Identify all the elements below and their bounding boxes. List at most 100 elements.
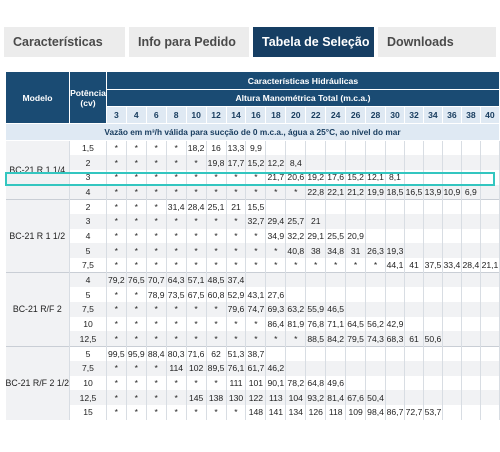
flow-cell: 21,7 [265, 169, 287, 185]
flow-cell: 31,4 [166, 198, 187, 214]
flow-cell [385, 360, 405, 376]
power-cell: 3 [69, 213, 107, 229]
flow-cell: 145 [186, 390, 207, 405]
flow-cell: * [146, 155, 167, 170]
flow-cell: 148 [245, 404, 267, 420]
flow-cell [345, 213, 367, 229]
flow-cell: 38,7 [245, 345, 267, 361]
flow-cell [480, 243, 500, 258]
flow-cell: 118 [325, 404, 347, 420]
flow-cell: 21 [305, 213, 327, 229]
flow-cell [345, 140, 367, 156]
flow-cell: 90,1 [265, 375, 287, 391]
flow-cell [385, 140, 405, 156]
flow-cell: 18,5 [385, 184, 405, 200]
tab-tabela-selecao[interactable]: Tabela de Seleção [253, 27, 374, 57]
flow-cell [404, 198, 424, 214]
flow-cell: * [166, 213, 187, 229]
flow-cell: * [126, 243, 147, 258]
flow-cell [325, 155, 347, 170]
flow-cell: 81,4 [325, 390, 347, 405]
flow-cell [442, 228, 462, 244]
flow-cell: * [126, 155, 147, 170]
flow-cell [461, 345, 481, 361]
flow-cell: * [206, 375, 227, 391]
flow-cell: * [126, 198, 147, 214]
flow-cell [480, 302, 500, 317]
flow-cell: 12,2 [265, 155, 287, 170]
flow-cell: * [186, 169, 207, 185]
table-row: 7,5 * * * * * * 79,6 74,7 69,3 63,2 55,9 46,5 [6, 302, 500, 317]
power-cell: 5 [69, 287, 107, 303]
power-cell: 2 [69, 198, 107, 214]
flow-cell [385, 375, 405, 391]
flow-cell [404, 287, 424, 303]
flow-cell: * [146, 302, 167, 317]
flow-cell: 50,6 [423, 331, 443, 347]
flow-cell [480, 140, 500, 156]
table-row: 10 * * * * * * 111 101 90,1 78,2 64,8 49,6 [6, 375, 500, 391]
flow-cell [480, 213, 500, 229]
flow-cell: * [106, 184, 127, 200]
flow-cell: * [206, 316, 227, 332]
flow-cell: * [126, 360, 147, 376]
flow-cell: * [106, 258, 127, 273]
flow-cell: * [106, 228, 127, 244]
flow-cell: * [106, 375, 127, 391]
flow-cell: * [186, 228, 207, 244]
flow-cell: * [106, 140, 127, 156]
flow-cell [442, 390, 462, 405]
flow-cell: * [166, 316, 187, 332]
flow-cell: * [206, 243, 227, 258]
flow-cell: 126 [305, 404, 327, 420]
power-cell: 5 [69, 345, 107, 361]
power-cell: 10 [69, 316, 107, 332]
flow-cell [442, 302, 462, 317]
flow-cell: 64,3 [166, 272, 187, 288]
flow-cell: 28,4 [186, 198, 207, 214]
flow-cell: 70,7 [146, 272, 167, 288]
flow-cell: * [106, 198, 127, 214]
flow-cell: * [146, 243, 167, 258]
flow-cell [480, 169, 500, 185]
flow-cell [345, 272, 367, 288]
flow-cell [442, 140, 462, 156]
table-row: 5 * * 78,9 73,5 67,5 60,8 52,9 43,1 27,6 [6, 287, 500, 303]
flow-cell: * [226, 169, 247, 185]
flow-cell: 134 [285, 404, 307, 420]
flow-cell: 61 [404, 331, 424, 347]
tab-caracteristicas[interactable]: Características [4, 27, 125, 57]
flow-cell: 22,8 [305, 184, 327, 200]
flow-cell [442, 213, 462, 229]
header-height-col: 12 [205, 106, 227, 124]
model-cell: BC-21 R/F 2 1/2 [5, 345, 71, 420]
flow-cell [480, 228, 500, 244]
flow-cell: * [226, 213, 247, 229]
flow-cell [305, 155, 327, 170]
flow-cell [365, 140, 387, 156]
flow-cell [480, 198, 500, 214]
flow-cell: 32,2 [285, 228, 307, 244]
flow-cell: * [206, 228, 227, 244]
table-row: 12,5 * * * * 145 138 130 122 113 104 93,2 81,4 67,6 50… [6, 390, 500, 405]
flow-cell [385, 155, 405, 170]
flow-cell: * [146, 316, 167, 332]
header-height-col: 32 [403, 106, 424, 124]
flow-cell: 88,5 [305, 331, 327, 347]
flow-cell: * [186, 316, 207, 332]
flow-cell: * [166, 140, 187, 156]
flow-cell: * [226, 404, 247, 420]
header-height-col: 3 [105, 106, 127, 124]
flow-cell: 13,3 [226, 140, 247, 156]
flow-cell: 71,6 [186, 345, 207, 361]
flow-cell [365, 302, 387, 317]
flow-cell: * [226, 316, 247, 332]
flow-cell: 138 [206, 390, 227, 405]
tab-downloads[interactable]: Downloads [378, 27, 496, 57]
tab-info-pedido[interactable]: Info para Pedido [129, 27, 249, 57]
flow-cell: 52,9 [226, 287, 247, 303]
flow-cell [345, 198, 367, 214]
flow-cell: 141 [265, 404, 287, 420]
power-cell: 10 [69, 375, 107, 391]
flow-cell [385, 287, 405, 303]
